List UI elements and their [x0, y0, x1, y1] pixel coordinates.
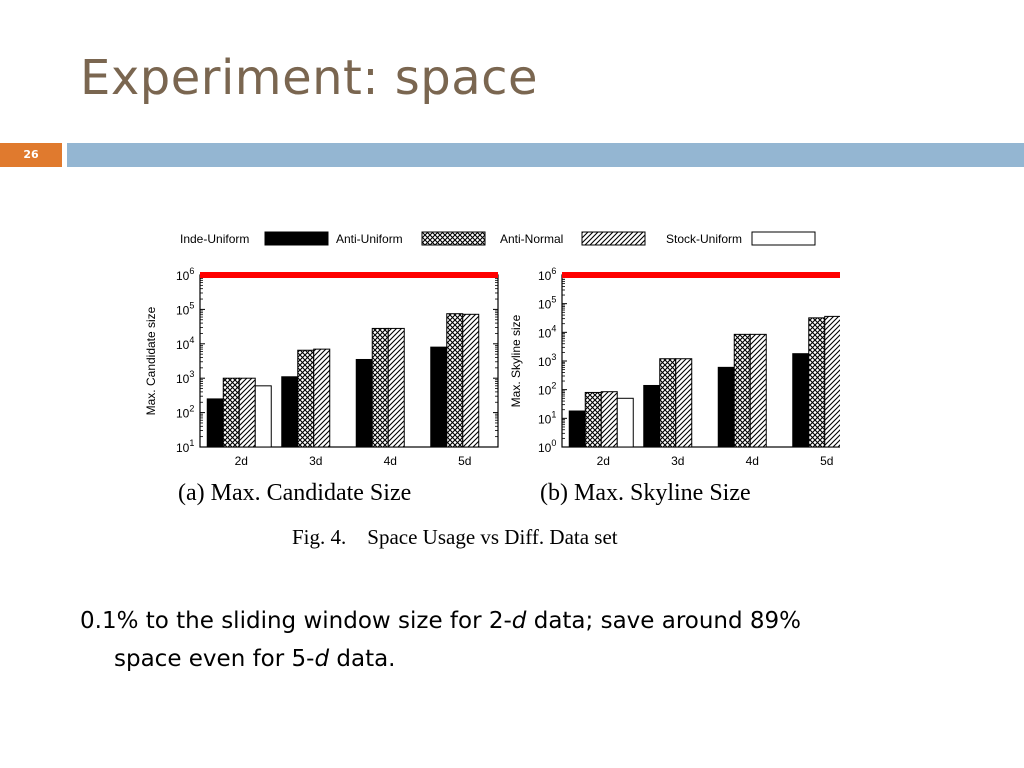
legend-swatch — [264, 231, 329, 246]
bar — [355, 358, 373, 448]
x-tick-label: 2d — [597, 454, 610, 468]
body-text-1: 0.1% to the sliding window size for 2- — [80, 608, 512, 634]
y-tick-label: 101 — [176, 438, 194, 455]
x-tick-label: 5d — [820, 454, 833, 468]
bar — [733, 333, 751, 448]
slide-body-text: 0.1% to the sliding window size for 2-d … — [80, 602, 980, 678]
y-tick-label: 100 — [538, 438, 556, 455]
y-tick-label: 101 — [538, 409, 556, 426]
x-tick-label: 2d — [235, 454, 248, 468]
bar — [387, 327, 405, 448]
bar — [430, 346, 448, 448]
body-d-1: d — [511, 608, 527, 634]
legend-label: Inde-Uniform — [180, 232, 249, 246]
legend-label: Stock-Uniform — [666, 232, 742, 246]
slide-number-bar — [0, 143, 62, 167]
body-text-3: space even for 5- — [114, 646, 315, 672]
x-tick-label: 5d — [458, 454, 471, 468]
y-tick-label: 106 — [538, 266, 556, 283]
bar — [313, 348, 331, 448]
legend-swatch — [421, 231, 486, 246]
y-tick-label: 104 — [176, 335, 194, 352]
legend-label: Anti-Normal — [500, 232, 563, 246]
y-axis-label: Max. Skyline size — [509, 314, 523, 407]
body-text-2: data; save around 89% — [526, 608, 802, 634]
x-tick-label: 4d — [384, 454, 397, 468]
bar — [675, 358, 693, 448]
bar — [749, 333, 767, 448]
figure-chart: Inde-Uniform Anti-Uniform Anti-Normal Stock… — [144, 231, 840, 549]
legend-label: Anti-Uniform — [336, 232, 403, 246]
y-tick-label: 103 — [176, 369, 194, 386]
y-axis-label: Max. Candidate size — [144, 306, 158, 415]
y-tick-label: 105 — [538, 295, 556, 312]
figure-caption: Fig. 4. Space Usage vs Diff. Data set — [292, 525, 618, 549]
bar — [281, 376, 299, 448]
bar — [600, 391, 618, 448]
body-text-4: data. — [329, 646, 396, 672]
bar — [222, 377, 240, 448]
bar — [206, 398, 224, 448]
panel-caption: (b) Max. Skyline Size — [540, 480, 751, 506]
bar — [238, 377, 256, 448]
x-tick-label: 4d — [746, 454, 759, 468]
bar — [568, 410, 586, 448]
y-tick-label: 105 — [176, 300, 194, 317]
bar — [717, 366, 735, 448]
bar — [808, 317, 826, 448]
y-tick-label: 104 — [538, 323, 556, 340]
bar — [446, 313, 464, 448]
bar — [297, 349, 315, 448]
legend-swatch — [581, 231, 646, 246]
x-tick-label: 3d — [309, 454, 322, 468]
slide-number: 26 — [23, 148, 39, 161]
bar — [254, 385, 272, 448]
legend-swatch — [751, 231, 816, 246]
bar — [792, 353, 810, 448]
y-tick-label: 106 — [176, 266, 194, 283]
chart-panel-b: 100 101 102 103 104 105 106 Max. Skyline size 2d… — [509, 266, 840, 506]
title-rule-bar — [67, 143, 1024, 167]
x-tick-label: 3d — [671, 454, 684, 468]
bar — [643, 384, 661, 448]
y-tick-label: 102 — [176, 404, 194, 421]
slide-title: Experiment: space — [80, 50, 539, 106]
y-tick-label: 103 — [538, 352, 556, 369]
bar — [584, 391, 602, 448]
y-tick-label: 102 — [538, 381, 556, 398]
chart-legend: Inde-Uniform Anti-Uniform Anti-Normal Stock… — [180, 231, 816, 246]
bar — [659, 358, 677, 448]
bar — [824, 315, 840, 448]
panel-caption: (a) Max. Candidate Size — [178, 480, 411, 506]
bar — [371, 327, 389, 448]
bar — [462, 313, 480, 448]
chart-panel-a: 101 102 103 104 105 106 Max. Candidate size 2d 3… — [144, 266, 499, 506]
body-d-2: d — [314, 646, 330, 672]
bar — [616, 397, 634, 448]
